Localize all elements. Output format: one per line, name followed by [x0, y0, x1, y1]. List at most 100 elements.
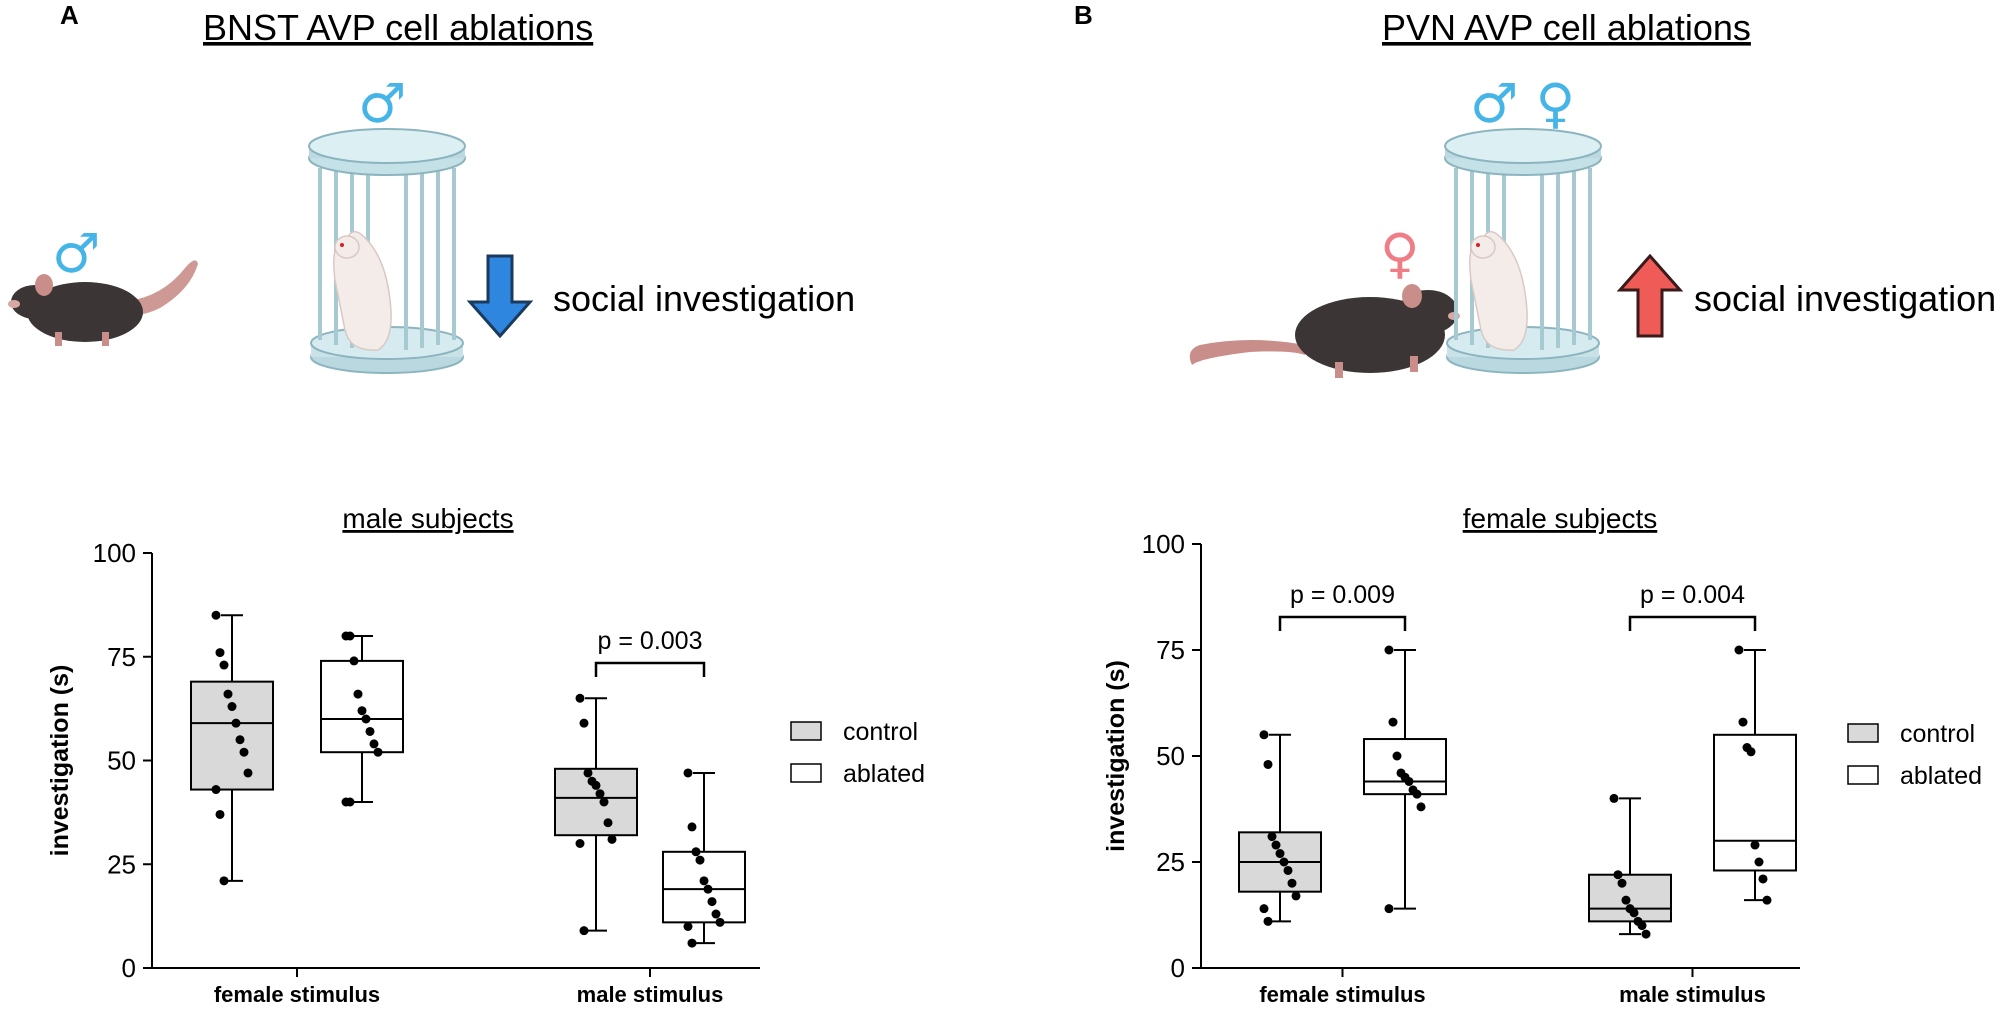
y-tick-label: 0 — [122, 953, 136, 983]
y-tick-label: 0 — [1171, 953, 1185, 983]
x-category-label: female stimulus — [214, 982, 380, 1006]
data-point — [365, 726, 375, 736]
data-point — [349, 656, 359, 666]
x-category-label: male stimulus — [577, 982, 724, 1006]
data-point — [683, 768, 693, 778]
y-tick-label: 50 — [1156, 741, 1185, 771]
data-point — [1762, 895, 1772, 905]
panel-a-title: BNST AVP cell ablations — [203, 7, 593, 48]
data-point — [575, 693, 585, 703]
data-point — [1275, 849, 1285, 859]
y-axis-label: investigation (s) — [1102, 660, 1130, 852]
data-point — [227, 702, 237, 712]
box-control — [554, 767, 638, 837]
down-arrow-icon — [466, 254, 534, 339]
cage-icon — [1444, 128, 1602, 374]
data-point — [1259, 730, 1269, 740]
data-point — [703, 884, 713, 894]
data-point — [373, 747, 383, 757]
data-point — [1734, 645, 1744, 655]
chart-female-subjects: female subjects 0 25 50 75 100 investigation (… — [1102, 503, 1800, 1007]
p-value-label: p = 0.003 — [598, 627, 703, 655]
legend-ablated-swatch — [1847, 765, 1879, 785]
data-point — [1263, 916, 1273, 926]
data-point — [579, 926, 589, 936]
subject-mouse-icon — [8, 260, 198, 346]
legend-ablated-label: ablated — [843, 760, 925, 788]
significance-bracket — [1628, 615, 1757, 631]
box-ablated — [1713, 733, 1797, 872]
data-point — [1259, 904, 1269, 914]
y-tick-label: 25 — [1156, 847, 1185, 877]
data-point — [1271, 840, 1281, 850]
data-point — [1412, 789, 1422, 799]
data-point — [1629, 908, 1639, 918]
panel-a-header: A BNST AVP cell ablations — [60, 0, 593, 48]
panel-b-effect-text: social investigation — [1694, 278, 1996, 319]
y-tick-label: 75 — [107, 642, 136, 672]
data-point — [345, 631, 355, 641]
data-point — [715, 917, 725, 927]
panel-b-title: PVN AVP cell ablations — [1382, 7, 1751, 48]
legend-b: control ablated — [1847, 720, 1982, 790]
panel-a-letter: A — [60, 0, 79, 30]
data-point — [231, 718, 241, 728]
data-point — [1637, 921, 1647, 931]
legend-control-swatch — [790, 721, 822, 741]
legend-ablated-label: ablated — [1900, 762, 1982, 790]
data-point — [1392, 751, 1402, 761]
box-ablated — [1363, 738, 1447, 796]
data-point — [1279, 857, 1289, 867]
data-point — [599, 797, 609, 807]
data-point — [1263, 759, 1273, 769]
data-point — [1287, 878, 1297, 888]
x-category-label: male stimulus — [1619, 982, 1766, 1006]
data-point — [607, 834, 617, 844]
data-point — [1384, 645, 1394, 655]
p-value-label: p = 0.009 — [1290, 581, 1395, 609]
data-point — [699, 876, 709, 886]
data-point — [591, 780, 601, 790]
data-point — [1384, 904, 1394, 914]
data-point — [235, 735, 245, 745]
data-point — [1609, 793, 1619, 803]
data-point — [691, 847, 701, 857]
chart-male-subjects: male subjects 0 25 50 75 100 investigation (s)… — [46, 503, 760, 1007]
data-point — [223, 689, 233, 699]
panel-b-letter: B — [1074, 0, 1093, 30]
legend-a: control ablated — [790, 718, 925, 788]
data-point — [603, 818, 613, 828]
female-symbol-icon: ♀ — [1380, 222, 1420, 285]
data-point — [683, 922, 693, 931]
data-point — [1750, 840, 1760, 850]
data-point — [345, 797, 355, 807]
data-point — [1283, 865, 1293, 875]
data-point — [1613, 870, 1623, 880]
p-value-label: p = 0.004 — [1640, 581, 1745, 609]
data-point — [1738, 717, 1748, 727]
legend-ablated-swatch — [790, 763, 822, 783]
male-symbol-icon: ♂ — [358, 72, 406, 135]
data-point — [687, 822, 697, 832]
data-point — [215, 809, 225, 819]
up-arrow-icon — [1616, 253, 1684, 338]
data-point — [239, 747, 249, 757]
data-point — [695, 855, 705, 865]
legend-control-label: control — [1900, 720, 1975, 748]
box-ablated — [662, 850, 746, 924]
data-point — [1388, 717, 1398, 727]
legend-control-swatch — [1847, 723, 1879, 743]
data-point — [583, 768, 593, 778]
data-point — [219, 660, 229, 670]
y-tick-label: 75 — [1156, 635, 1185, 665]
data-point — [595, 789, 605, 799]
data-point — [353, 689, 363, 699]
data-point — [1754, 857, 1764, 867]
data-point — [1291, 891, 1301, 901]
data-point — [1267, 832, 1277, 842]
data-point — [369, 739, 379, 749]
legend-control-label: control — [843, 718, 918, 746]
data-point — [687, 938, 697, 948]
data-point — [711, 909, 721, 919]
